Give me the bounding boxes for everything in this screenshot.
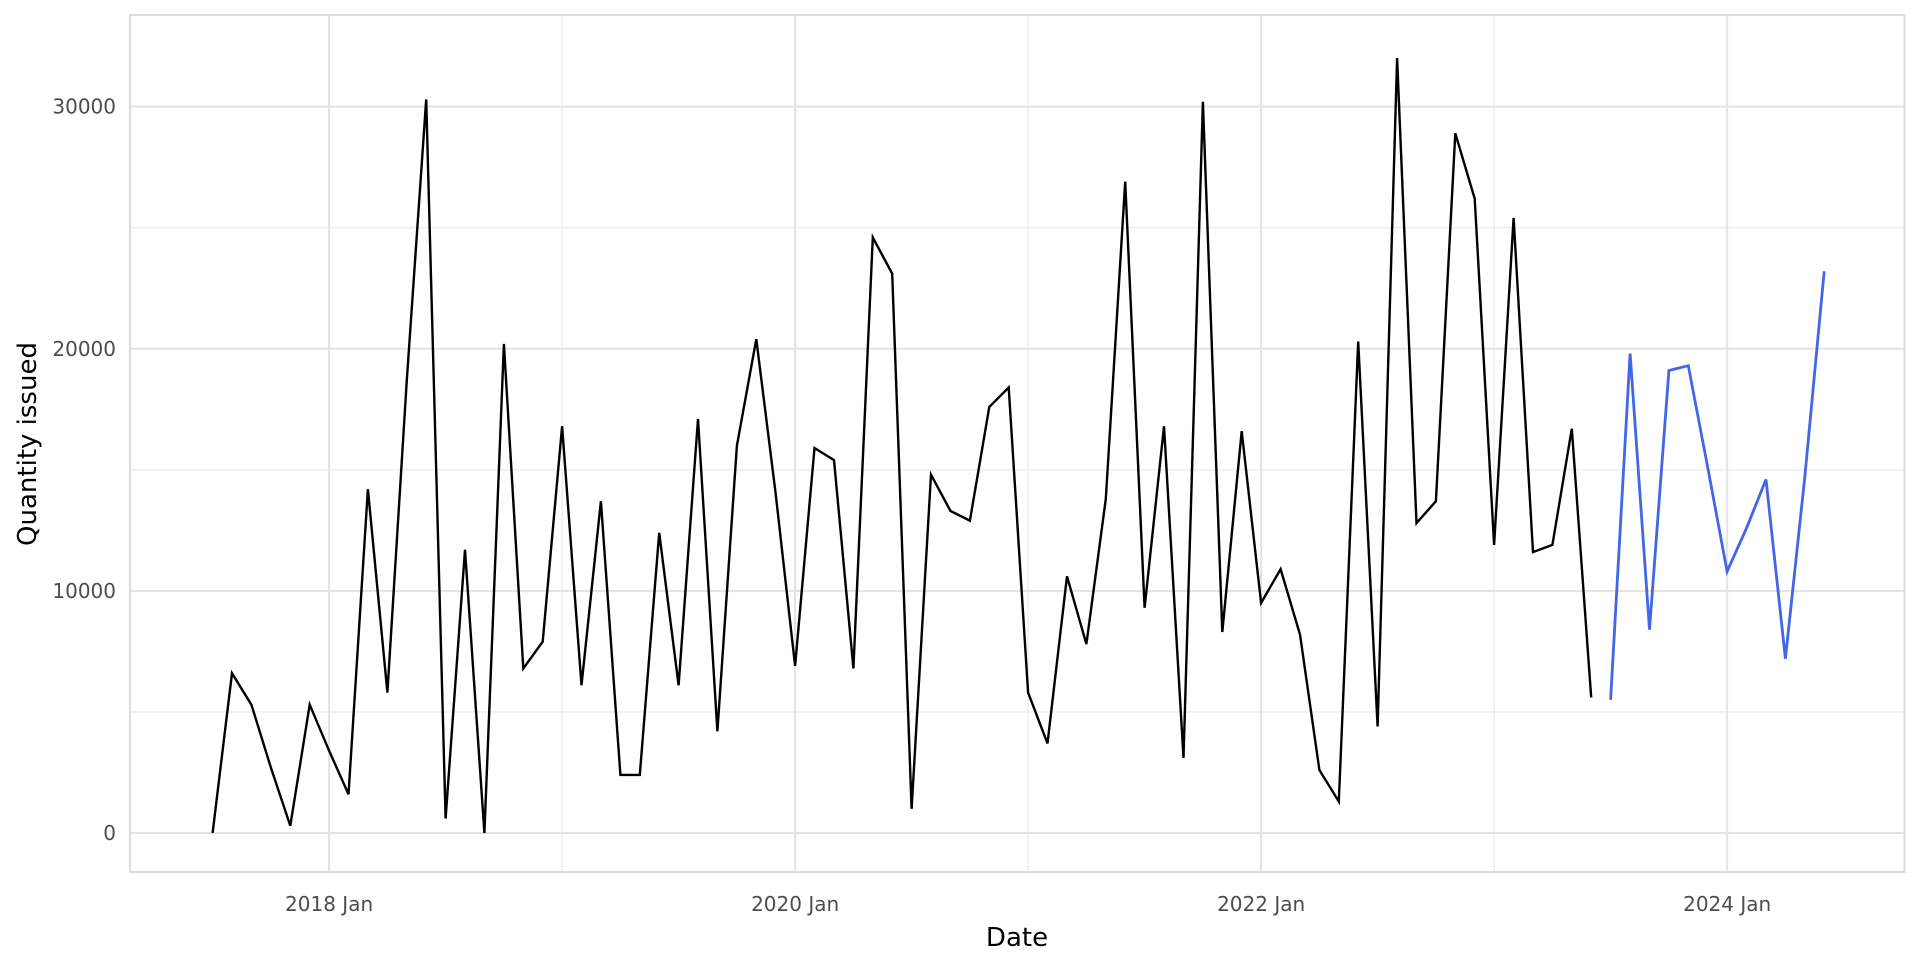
actual-series-line xyxy=(211,58,1593,834)
forecast-series-line xyxy=(1609,271,1826,700)
y-tick-label: 10000 xyxy=(52,579,116,603)
y-tick-label: 0 xyxy=(103,821,116,845)
y-tick-label: 30000 xyxy=(52,95,116,119)
x-tick-label: 2024 Jan xyxy=(1683,892,1771,916)
x-tick-label: 2022 Jan xyxy=(1217,892,1305,916)
x-tick-label: 2018 Jan xyxy=(285,892,373,916)
x-tick-label: 2020 Jan xyxy=(751,892,839,916)
x-axis-title: Date xyxy=(986,923,1048,953)
y-axis-title: Quantity issued xyxy=(13,342,43,546)
grid-layer xyxy=(129,14,1906,873)
panel-border xyxy=(129,14,1906,873)
series-layer xyxy=(211,58,1826,834)
tick-label-layer: 0 10000 20000 30000 2018 Jan 2020 Jan 2022 Jan… xyxy=(52,95,1771,916)
y-tick-label: 20000 xyxy=(52,337,116,361)
